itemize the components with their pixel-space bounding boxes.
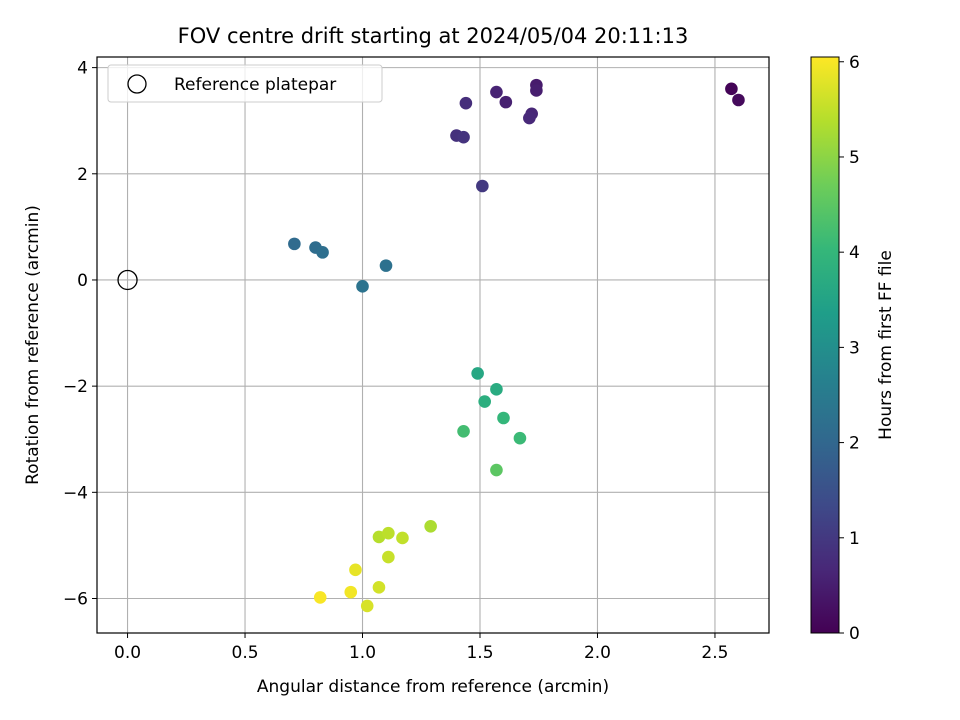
x-tick-label: 2.5 xyxy=(701,643,728,663)
data-point xyxy=(396,531,409,545)
y-tick-label: −6 xyxy=(63,589,88,609)
data-point xyxy=(459,96,473,110)
data-point xyxy=(382,526,395,540)
data-point xyxy=(497,411,510,425)
data-point xyxy=(349,563,362,577)
data-point xyxy=(457,130,470,144)
x-tick-label: 1.5 xyxy=(466,643,493,663)
legend-entry-reference: Reference platepar xyxy=(174,75,336,95)
data-point xyxy=(523,111,536,125)
data-point xyxy=(499,95,513,109)
data-point xyxy=(725,82,738,96)
data-point xyxy=(457,424,470,438)
x-axis-label: Angular distance from reference (arcmin) xyxy=(257,677,609,697)
colorbar-tick-label: 5 xyxy=(849,148,860,168)
data-point xyxy=(382,550,395,564)
colorbar-ticks: 0 1 2 3 4 5 6 xyxy=(839,53,860,644)
data-point xyxy=(530,84,543,97)
data-point xyxy=(732,93,745,107)
data-point xyxy=(344,585,358,599)
data-point xyxy=(372,581,386,594)
colorbar-tick-label: 1 xyxy=(849,529,860,549)
data-point xyxy=(490,383,503,396)
data-point xyxy=(313,591,327,604)
data-point xyxy=(476,179,489,193)
y-axis-ticks: −6 −4 −2 0 2 4 xyxy=(63,59,97,609)
x-tick-label: 1.0 xyxy=(349,643,376,663)
data-point xyxy=(288,237,301,251)
data-point xyxy=(478,395,491,408)
colorbar-tick-label: 3 xyxy=(849,338,860,358)
legend-box xyxy=(107,64,383,103)
colorbar-tick-label: 6 xyxy=(849,53,860,73)
data-point xyxy=(360,599,374,613)
data-point xyxy=(490,85,503,99)
y-axis-label: Rotation from reference (arcmin) xyxy=(23,205,43,485)
reference-platepar-marker xyxy=(117,269,138,291)
x-tick-label: 2.0 xyxy=(584,643,611,663)
x-axis-ticks: 0.0 0.5 1.0 1.5 2.0 2.5 xyxy=(114,633,728,663)
x-tick-label: 0.0 xyxy=(114,643,141,663)
data-point xyxy=(316,246,329,259)
plot-frame xyxy=(96,56,770,634)
data-point xyxy=(490,463,503,477)
colorbar-tick-label: 2 xyxy=(849,434,860,454)
colorbar-gradient xyxy=(810,56,840,634)
colorbar-tick-label: 4 xyxy=(849,243,860,263)
colorbar-tick-label: 0 xyxy=(849,624,860,644)
colorbar-label: Hours from first FF file xyxy=(876,250,896,440)
grid-lines xyxy=(97,57,769,633)
data-point xyxy=(471,367,484,380)
y-tick-label: −4 xyxy=(63,483,88,503)
legend: Reference platepar xyxy=(107,64,383,103)
data-point xyxy=(356,280,369,293)
y-tick-label: −2 xyxy=(63,377,88,397)
data-points xyxy=(117,78,745,613)
colorbar: 0 1 2 3 4 5 6 Hours from first FF file xyxy=(810,53,896,644)
data-point xyxy=(424,519,437,533)
x-tick-label: 0.5 xyxy=(232,643,259,663)
chart-title: FOV centre drift starting at 2024/05/04 … xyxy=(178,24,689,48)
y-tick-label: 4 xyxy=(77,59,88,79)
y-tick-label: 2 xyxy=(77,165,88,185)
data-point xyxy=(379,259,393,272)
data-point xyxy=(513,431,527,445)
legend-marker-reference xyxy=(127,74,147,94)
y-tick-label: 0 xyxy=(77,271,88,291)
